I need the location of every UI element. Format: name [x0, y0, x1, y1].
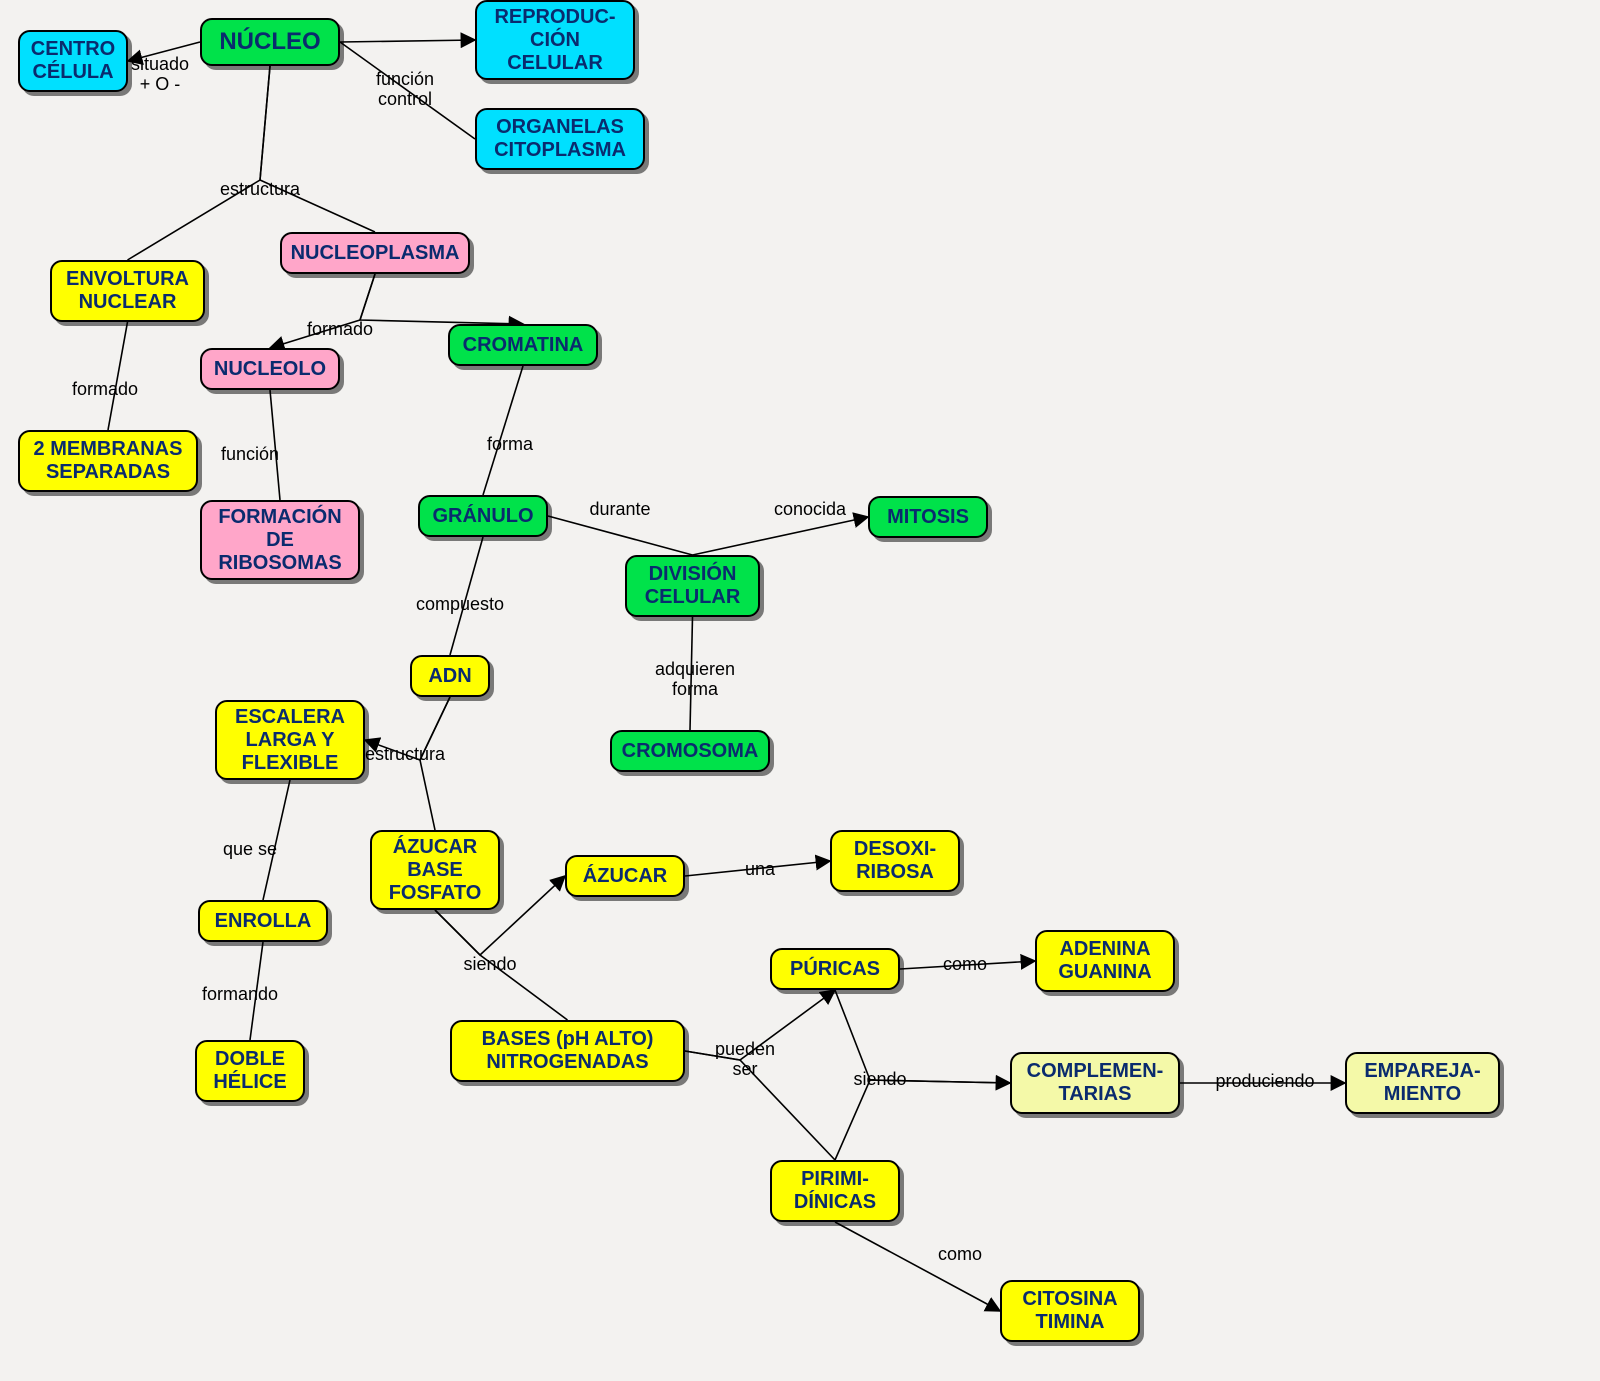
edge-nucleo-envoltura: [128, 66, 271, 260]
node-nucleolo: NUCLEOLO: [200, 348, 340, 390]
node-nucleoplasma: NUCLEOPLASMA: [280, 232, 470, 274]
node-granulo: GRÁNULO: [418, 495, 548, 537]
edge-pirimid-complement: [835, 1080, 1010, 1160]
edge-nucleo-nucleoplasma: [260, 66, 375, 232]
edge-pirimid-citosina: [835, 1222, 1000, 1311]
edge-label-cromatina-granulo: forma: [487, 435, 533, 455]
edge-label-nucleo-centro: situado + O -: [131, 55, 189, 95]
edge-label-division-mitosis: conocida: [774, 500, 846, 520]
edge-label-envoltura-membranas: formado: [72, 380, 138, 400]
edge-division-mitosis: [693, 517, 869, 555]
edge-label-complement-empareja: produciendo: [1215, 1072, 1314, 1092]
node-empareja: EMPAREJA- MIENTO: [1345, 1052, 1500, 1114]
node-adn: ADN: [410, 655, 490, 697]
node-puricas: PÚRICAS: [770, 948, 900, 990]
edge-label-pirimid-citosina: como: [938, 1245, 982, 1265]
edge-nucleoplasma-cromatina: [360, 274, 523, 324]
node-nucleo: NÚCLEO: [200, 18, 340, 66]
edge-label-escalera-enrolla: que se: [223, 840, 277, 860]
edge-label-azucarbf-azucar: siendo: [463, 955, 516, 975]
node-mitosis: MITOSIS: [868, 496, 988, 538]
edge-label-granulo-adn: compuesto: [416, 595, 504, 615]
edge-label-nucleo-envoltura: estructura: [220, 180, 300, 200]
edge-envoltura-membranas: [108, 322, 128, 430]
edge-label-azucar-desoxi: una: [745, 860, 775, 880]
edge-label-puricas-adenina: como: [943, 955, 987, 975]
concept-map-canvas: NÚCLEO CENTRO CÉLULA REPRODUC- CIÓN CELULA…: [0, 0, 1600, 1381]
edge-label-nucleoplasma-nucleolo: formado: [307, 320, 373, 340]
edge-label-puricas-complement: siendo: [853, 1070, 906, 1090]
edge-label-enrolla-doble: formando: [202, 985, 278, 1005]
node-cromosoma: CROMOSOMA: [610, 730, 770, 772]
node-enrolla: ENROLLA: [198, 900, 328, 942]
node-membranas: 2 MEMBRANAS SEPARADAS: [18, 430, 198, 492]
node-organelas: ORGANELAS CITOPLASMA: [475, 108, 645, 170]
node-pirimid: PIRIMI- DÍNICAS: [770, 1160, 900, 1222]
node-reproduccion: REPRODUC- CIÓN CELULAR: [475, 0, 635, 80]
edge-label-nucleolo-formacion: función: [221, 445, 279, 465]
node-escalera: ESCALERA LARGA Y FLEXIBLE: [215, 700, 365, 780]
node-division: DIVISIÓN CELULAR: [625, 555, 760, 617]
edge-granulo-division: [548, 516, 693, 555]
node-doble: DOBLE HÉLICE: [195, 1040, 305, 1102]
edge-label-nucleo-organelas: función control: [376, 70, 434, 110]
node-cromatina: CROMATINA: [448, 324, 598, 366]
edge-nucleo-reproduccion: [340, 40, 475, 42]
node-azucar: ÁZUCAR: [565, 855, 685, 897]
node-bases: BASES (pH ALTO) NITROGENADAS: [450, 1020, 685, 1082]
edge-label-granulo-division: durante: [589, 500, 650, 520]
node-centro: CENTRO CÉLULA: [18, 30, 128, 92]
node-envoltura: ENVOLTURA NUCLEAR: [50, 260, 205, 322]
node-formacion: FORMACIÓN DE RIBOSOMAS: [200, 500, 360, 580]
edge-cromatina-granulo: [483, 366, 523, 495]
edge-label-division-cromosoma: adquieren forma: [655, 660, 735, 700]
edge-label-bases-puricas: pueden ser: [715, 1040, 775, 1080]
node-adenina: ADENINA GUANINA: [1035, 930, 1175, 992]
node-complement: COMPLEMEN- TARIAS: [1010, 1052, 1180, 1114]
node-citosina: CITOSINA TIMINA: [1000, 1280, 1140, 1342]
edge-label-adn-escalera: estructura: [365, 745, 445, 765]
node-desoxi: DESOXI- RIBOSA: [830, 830, 960, 892]
node-azucarbf: ÁZUCAR BASE FOSFATO: [370, 830, 500, 910]
